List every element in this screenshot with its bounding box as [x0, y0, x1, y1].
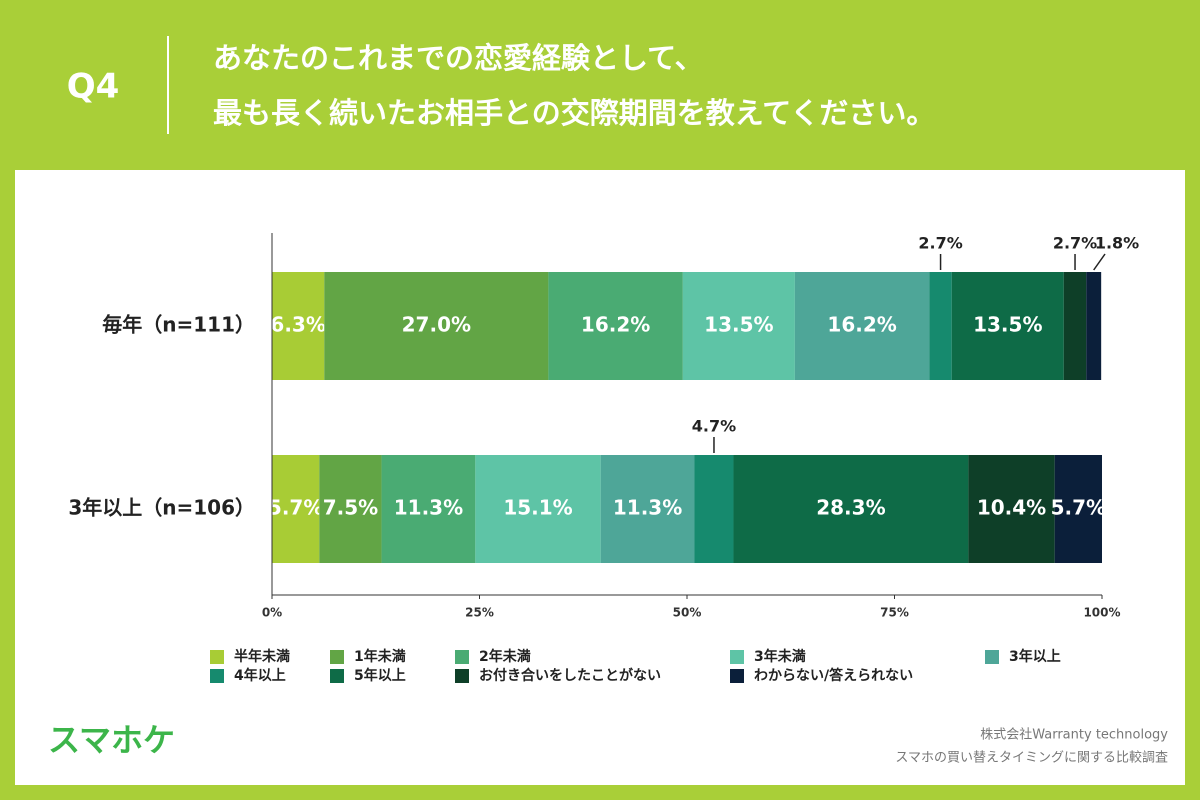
legend-swatch [455, 650, 469, 664]
legend-label: 5年以上 [354, 667, 406, 684]
value-label: 13.5% [973, 313, 1042, 337]
value-label: 10.4% [977, 496, 1046, 520]
bar-segment [968, 455, 1055, 563]
x-tick-label: 0% [262, 606, 282, 620]
x-tick-label: 50% [673, 606, 702, 620]
value-label: 1.8% [1095, 234, 1139, 253]
logo: スマホケ [48, 721, 175, 759]
value-label: 4.7% [692, 417, 736, 436]
value-label: 2.7% [1053, 234, 1097, 253]
legend-label: 1年未満 [354, 648, 406, 665]
legend-label: わからない/答えられない [754, 667, 913, 684]
x-tick-label: 100% [1083, 606, 1120, 620]
chart-title: 最も長く続いたお相手との交際期間を教えてください。 [213, 96, 935, 130]
y-tick-label: 3年以上（n=106） [68, 496, 255, 520]
value-label: 16.2% [827, 313, 896, 337]
credit: 株式会社Warranty technology [980, 727, 1168, 743]
legend-label: 2年未満 [479, 648, 531, 665]
bar-segment [1063, 272, 1087, 380]
legend-label: 4年以上 [234, 667, 286, 684]
legend-label: 半年未満 [234, 648, 290, 665]
bar-segment [324, 272, 549, 380]
leader-line [1093, 253, 1106, 271]
bar-segment [794, 272, 930, 380]
question-number: Q4 [67, 67, 120, 107]
x-tick-label: 75% [880, 606, 909, 620]
legend-swatch [730, 669, 744, 683]
bar-segment [929, 272, 952, 380]
bar-segment [475, 455, 601, 563]
chart-title: あなたのこれまでの恋愛経験として、 [213, 41, 704, 75]
value-label: 5.7% [268, 496, 323, 520]
value-label: 13.5% [704, 313, 773, 337]
value-label: 7.5% [323, 496, 378, 520]
credit: スマホの買い替えタイミングに関する比較調査 [895, 751, 1168, 766]
legend-swatch [455, 669, 469, 683]
value-label: 27.0% [402, 313, 471, 337]
legend-label: 3年未満 [754, 648, 806, 665]
value-label: 11.3% [394, 496, 463, 520]
value-label: 6.3% [270, 313, 325, 337]
legend-swatch [210, 669, 224, 683]
bar-segment [548, 272, 683, 380]
bar-segment [1086, 272, 1102, 380]
x-tick-label: 25% [465, 606, 494, 620]
value-label: 5.7% [1051, 496, 1106, 520]
legend-label: 3年以上 [1009, 648, 1061, 665]
bar-segment [272, 272, 325, 380]
bar-segment [733, 455, 969, 563]
legend-swatch [985, 650, 999, 664]
bar-segment [694, 455, 734, 563]
bar-segment [682, 272, 795, 380]
y-tick-label: 毎年（n=111） [102, 313, 255, 337]
bar-segment [951, 272, 1064, 380]
bar-segment [319, 455, 382, 563]
bar-segment [1054, 455, 1102, 563]
legend-label: お付き合いをしたことがない [479, 667, 661, 684]
legend-swatch [330, 669, 344, 683]
bar-segment [272, 455, 320, 563]
legend-swatch [730, 650, 744, 664]
value-label: 11.3% [613, 496, 682, 520]
legend-swatch [330, 650, 344, 664]
value-label: 2.7% [918, 234, 962, 253]
bar-segment [600, 455, 695, 563]
value-label: 16.2% [581, 313, 650, 337]
legend-swatch [210, 650, 224, 664]
value-label: 15.1% [503, 496, 572, 520]
bar-segment [381, 455, 476, 563]
value-label: 28.3% [816, 496, 885, 520]
